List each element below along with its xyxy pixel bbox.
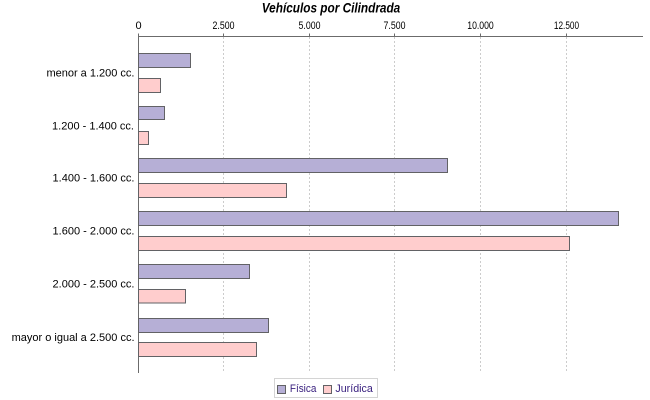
svg-text:2.500: 2.500 — [213, 20, 235, 32]
svg-text:0: 0 — [135, 20, 141, 32]
svg-text:Vehículos por Cilindrada: Vehículos por Cilindrada — [262, 0, 401, 15]
svg-text:Jurídica: Jurídica — [335, 383, 373, 395]
svg-text:menor a 1.200 cc.: menor a 1.200 cc. — [46, 68, 134, 80]
svg-text:1.200 - 1.400 cc.: 1.200 - 1.400 cc. — [52, 120, 134, 132]
svg-text:12.500: 12.500 — [554, 20, 579, 32]
svg-text:Física: Física — [290, 383, 317, 395]
svg-text:1.400 - 1.600 cc.: 1.400 - 1.600 cc. — [53, 173, 135, 185]
svg-text:1.600 - 2.000 cc.: 1.600 - 2.000 cc. — [53, 225, 135, 237]
svg-text:7.500: 7.500 — [384, 20, 406, 32]
svg-text:5.000: 5.000 — [299, 20, 321, 32]
svg-text:2.000 - 2.500 cc.: 2.000 - 2.500 cc. — [53, 279, 135, 291]
svg-text:10.000: 10.000 — [467, 20, 494, 32]
svg-text:mayor o igual a 2.500 cc.: mayor o igual a 2.500 cc. — [12, 332, 135, 344]
